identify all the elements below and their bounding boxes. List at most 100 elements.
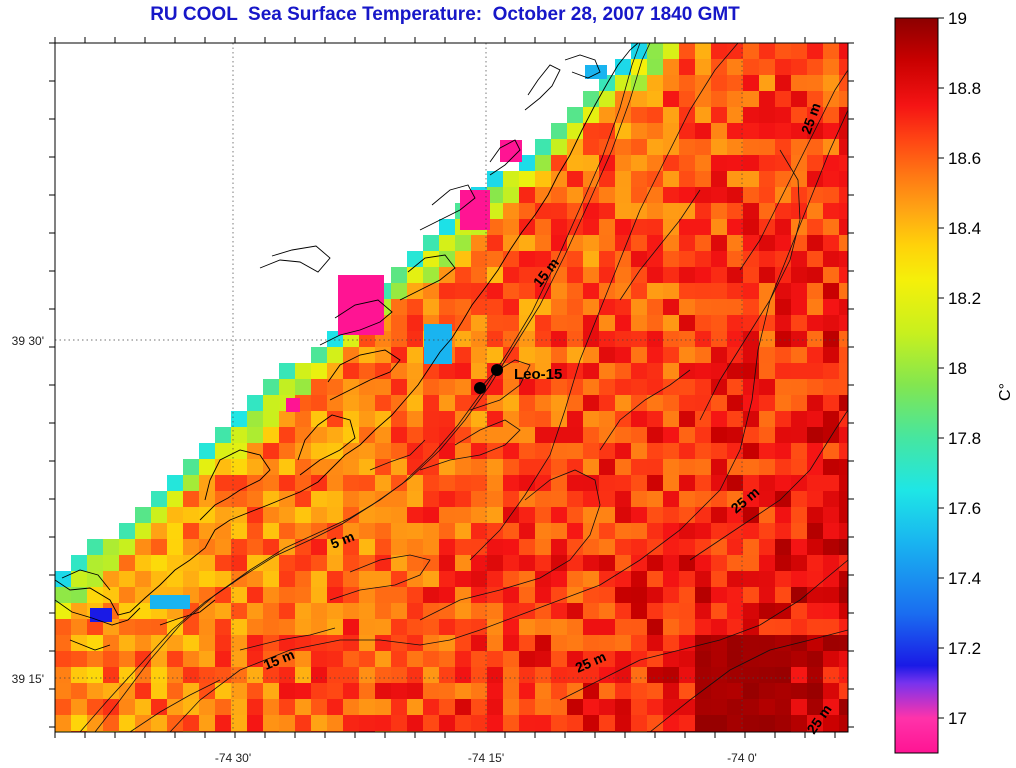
sst-pixel [535, 411, 552, 428]
sst-pixel [199, 507, 216, 524]
sst-pixel [839, 219, 848, 236]
sst-pixel [263, 395, 280, 412]
sst-pixel [663, 715, 680, 732]
colorbar-tick-label: 17.4 [948, 569, 981, 588]
sst-pixel [375, 427, 392, 444]
sst-pixel [423, 443, 440, 460]
sst-pixel [423, 555, 440, 572]
sst-pixel [327, 699, 344, 716]
sst-pixel [759, 155, 776, 172]
sst-pixel [695, 411, 712, 428]
sst-pixel [519, 475, 536, 492]
sst-pixel [503, 571, 520, 588]
sst-pixel [375, 667, 392, 684]
sst-pixel [711, 299, 728, 316]
sst-pixel [631, 283, 648, 300]
sst-pixel [359, 491, 376, 508]
sst-pixel [791, 603, 808, 620]
sst-pixel [743, 59, 760, 76]
sst-pixel [338, 275, 384, 335]
sst-pixel [343, 555, 360, 572]
map-frame [54, 42, 849, 733]
sst-pixel [567, 251, 584, 268]
sst-pixel [311, 555, 328, 572]
sst-pixel [583, 299, 600, 316]
sst-pixel [743, 347, 760, 364]
sst-pixel [631, 363, 648, 380]
sst-pixel [711, 587, 728, 604]
sst-pixel [311, 651, 328, 668]
sst-pixel [567, 491, 584, 508]
sst-pixel [231, 587, 248, 604]
sst-pixel [583, 171, 600, 188]
sst-pixel [679, 491, 696, 508]
sst-pixel [423, 427, 440, 444]
sst-pixel [151, 731, 168, 732]
sst-pixel [711, 283, 728, 300]
sst-pixel [711, 379, 728, 396]
sst-pixel [679, 331, 696, 348]
sst-pixel [391, 571, 408, 588]
sst-pixel [823, 395, 840, 412]
sst-pixel [519, 427, 536, 444]
sst-pixel [103, 587, 120, 604]
sst-pixel [599, 379, 616, 396]
sst-pixel [471, 427, 488, 444]
sst-pixel [535, 187, 552, 204]
sst-pixel [424, 324, 452, 364]
sst-pixel [551, 507, 568, 524]
sst-pixel [647, 715, 664, 732]
sst-pixel [503, 443, 520, 460]
sst-pixel [823, 267, 840, 284]
sst-pixel [343, 619, 360, 636]
sst-pixel [295, 363, 312, 380]
sst-pixel [823, 475, 840, 492]
sst-pixel [807, 315, 824, 332]
sst-pixel [663, 683, 680, 700]
sst-pixel [807, 443, 824, 460]
sst-pixel [647, 603, 664, 620]
sst-pixel [471, 507, 488, 524]
sst-pixel [759, 587, 776, 604]
sst-pixel [711, 59, 728, 76]
sst-pixel [567, 651, 584, 668]
sst-pixel [695, 475, 712, 492]
sst-pixel [471, 331, 488, 348]
sst-pixel [583, 507, 600, 524]
sst-pixel [839, 283, 848, 300]
sst-pixel [455, 363, 472, 380]
sst-pixel [711, 667, 728, 684]
sst-pixel [487, 619, 504, 636]
sst-pixel [375, 619, 392, 636]
sst-pixel [551, 619, 568, 636]
sst-pixel [183, 635, 200, 652]
sst-pixel [407, 331, 424, 348]
sst-pixel [727, 651, 744, 668]
sst-pixel [455, 571, 472, 588]
sst-pixel [711, 619, 728, 636]
sst-pixel [663, 251, 680, 268]
sst-pixel [791, 699, 808, 716]
sst-pixel [839, 91, 848, 108]
sst-pixel [439, 699, 456, 716]
sst-pixel [423, 235, 440, 252]
sst-pixel [791, 75, 808, 92]
sst-pixel [295, 459, 312, 476]
sst-pixel [647, 235, 664, 252]
sst-pixel [775, 379, 792, 396]
sst-pixel [503, 667, 520, 684]
sst-pixel [727, 267, 744, 284]
sst-pixel [439, 555, 456, 572]
sst-pixel [423, 411, 440, 428]
sst-pixel [55, 683, 72, 700]
sst-pixel [775, 139, 792, 156]
sst-pixel [807, 379, 824, 396]
sst-pixel [199, 539, 216, 556]
sst-pixel [343, 427, 360, 444]
sst-pixel [567, 619, 584, 636]
sst-pixel [151, 539, 168, 556]
sst-pixel [727, 587, 744, 604]
sst-pixel [631, 315, 648, 332]
sst-pixel [375, 587, 392, 604]
sst-pixel [487, 187, 504, 204]
